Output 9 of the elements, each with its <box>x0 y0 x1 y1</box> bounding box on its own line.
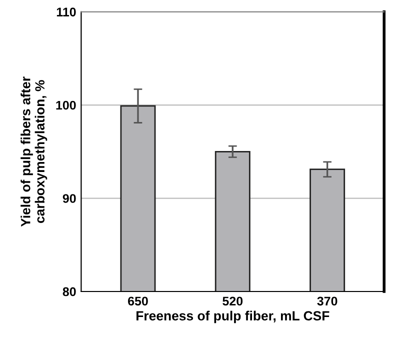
y-tick-label: 100 <box>56 100 76 110</box>
x-tick-label: 520 <box>222 296 243 306</box>
y-tick-label: 80 <box>62 287 76 296</box>
x-axis-title: Freeness of pulp fiber, mL CSF <box>136 310 330 324</box>
y-axis-title: Yield of pulp fibers after carboxymethylation, % <box>20 76 48 227</box>
x-tick-label: 650 <box>128 296 148 306</box>
y-tick-label: 110 <box>56 8 76 16</box>
x-tick-label: 370 <box>317 296 338 306</box>
y-tick-label: 90 <box>62 194 76 203</box>
